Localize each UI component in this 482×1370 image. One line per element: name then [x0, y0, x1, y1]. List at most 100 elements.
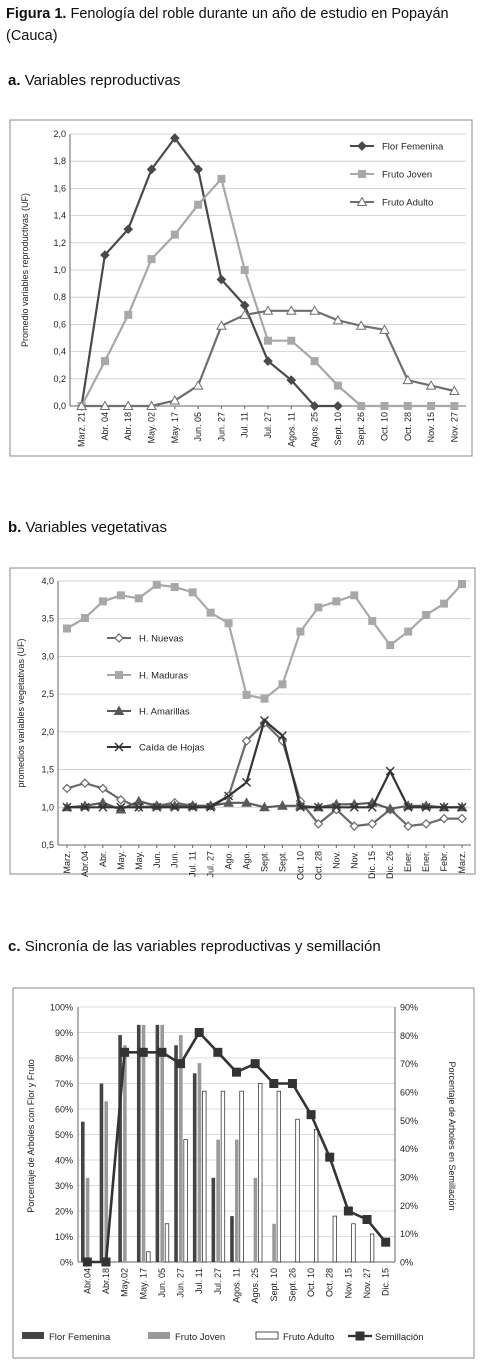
point-ca-da-de-hojas	[403, 802, 413, 812]
y-tick-label: 80%	[55, 1054, 73, 1064]
legend-label-fruto-joven: Fruto Joven	[175, 1332, 225, 1343]
point-flor-femenina	[123, 224, 134, 235]
point-fruto-joven	[217, 174, 226, 183]
x-tick-label: Ener.	[403, 851, 413, 872]
y-tick-label: 40%	[55, 1156, 73, 1166]
point-h-maduras	[188, 588, 197, 597]
chart-a: 0,0 0,2 0,4 0,6 0,8 1,0 1,2 1,4 1,6 1,8 2,0 Marz. 2…	[20, 129, 466, 448]
point-fruto-adulto	[309, 305, 320, 315]
section-c-letter: c.	[8, 938, 21, 955]
point-semillaci-n	[101, 1257, 111, 1267]
y-tick-label: 70%	[55, 1079, 73, 1089]
point-h-nuevas	[439, 813, 449, 824]
bar-fruto-adulto	[314, 1129, 319, 1263]
bar-fruto-adulto	[351, 1223, 356, 1263]
legend-label-fruto-joven: Fruto Joven	[382, 170, 432, 181]
point-ca-da-de-hojas	[260, 716, 269, 726]
point-fruto-joven	[100, 357, 109, 366]
bar-flor-femenina	[211, 1177, 216, 1262]
bar-fruto-adulto	[164, 1223, 170, 1263]
point-fruto-joven	[357, 402, 366, 410]
point-h-amarillas	[223, 797, 234, 807]
point-fruto-adulto	[448, 385, 460, 396]
point-h-nuevas	[367, 819, 378, 829]
series-line-flor-femenina	[80, 136, 338, 408]
point-ca-da-de-hojas	[80, 802, 90, 812]
x-tick-label: Marz.	[457, 851, 467, 874]
point-semillaci-n	[213, 1047, 223, 1057]
x-tick-label: Sept. 10	[333, 412, 343, 446]
point-fruto-joven	[310, 357, 319, 366]
point-h-amarillas	[241, 797, 252, 807]
bar-flor-femenina	[118, 1035, 122, 1262]
section-a-text: Variables reproductivas	[24, 72, 181, 89]
y2-tick-label: 80%	[400, 1031, 418, 1041]
y-tick-label: 1,8	[53, 156, 66, 166]
point-ca-da-de-hojas	[439, 802, 449, 812]
point-flor-femenina	[193, 164, 203, 175]
point-h-nuevas	[98, 783, 108, 794]
bar-fruto-adulto	[295, 1118, 300, 1263]
point-fruto-joven	[194, 200, 203, 209]
bar-fruto-joven	[234, 1139, 239, 1262]
section-b-letter: b.	[8, 519, 22, 536]
point-ca-da-de-hojas	[152, 802, 162, 812]
bar-fruto-adulto	[220, 1090, 226, 1263]
point-h-nuevas	[349, 821, 360, 831]
point-fruto-joven	[403, 402, 412, 410]
legend-label-h-maduras: H. Maduras	[139, 671, 188, 682]
point-h-maduras	[224, 619, 233, 628]
y-tick-label: 3,0	[41, 651, 54, 661]
legend-label-fruto-adulto: Fruto Adulto	[283, 1332, 334, 1343]
x-tick-label: Abr.18	[101, 1268, 111, 1294]
point-h-maduras	[350, 591, 359, 600]
point-semillaci-n	[120, 1047, 130, 1057]
point-semillaci-n	[232, 1067, 241, 1077]
point-h-nuevas	[62, 783, 72, 794]
y2-tick-label: 60%	[400, 1088, 418, 1098]
point-ca-da-de-hojas	[188, 802, 198, 812]
bar-flor-femenina	[155, 1024, 160, 1262]
section-b-title: b. Variables vegetativas	[8, 519, 167, 536]
y-tick-label: 1,0	[53, 265, 66, 275]
point-h-nuevas	[241, 736, 252, 746]
point-fruto-adulto	[425, 380, 437, 390]
y-tick-label: 10%	[55, 1232, 73, 1242]
x-tick-label: Sept.	[277, 851, 287, 872]
x-tick-label: May. 17	[138, 1268, 148, 1299]
y-tick-label: 20%	[55, 1207, 73, 1217]
point-ca-da-de-hojas	[116, 802, 126, 812]
chart-a-frame	[9, 119, 473, 457]
x-tick-label: Jun.	[170, 851, 180, 868]
point-fruto-adulto	[192, 380, 204, 390]
x-tick-label: Dic. 26	[385, 851, 395, 879]
chart-b-frame	[9, 567, 476, 875]
point-fruto-adulto	[146, 400, 157, 410]
legend-swatch-fruto-adulto	[255, 1331, 279, 1340]
point-semillaci-n	[269, 1079, 279, 1088]
bar-fruto-adulto	[202, 1090, 207, 1263]
bar-fruto-joven	[253, 1177, 258, 1262]
x-tick-label: Sept. 26	[287, 1268, 297, 1302]
x-tick-label: Oct. 28	[325, 1268, 335, 1297]
point-semillaci-n	[306, 1110, 316, 1120]
bar-fruto-joven	[179, 1035, 183, 1262]
point-fruto-adulto	[402, 374, 414, 385]
y-tick-label: 0,5	[41, 840, 54, 850]
x-tick-label: Agos. 11	[286, 412, 296, 447]
point-h-maduras	[278, 680, 287, 689]
point-fruto-adulto	[99, 400, 111, 410]
x-tick-label: Agos. 11	[232, 1268, 242, 1303]
point-fruto-adulto	[285, 305, 297, 315]
legend-label-h-nuevas: H. Nuevas	[139, 634, 184, 645]
x-tick-label: Oct. 28	[313, 851, 323, 880]
y-tick-label: 50%	[55, 1130, 73, 1140]
y-tick-label: 0,2	[53, 374, 66, 384]
point-h-maduras	[458, 580, 467, 589]
point-flor-femenina	[286, 375, 297, 386]
point-fruto-adulto	[169, 395, 181, 405]
bar-fruto-joven	[104, 1101, 109, 1262]
bar-fruto-adulto	[258, 1083, 263, 1263]
x-tick-label: Sept. 10	[269, 1268, 279, 1302]
